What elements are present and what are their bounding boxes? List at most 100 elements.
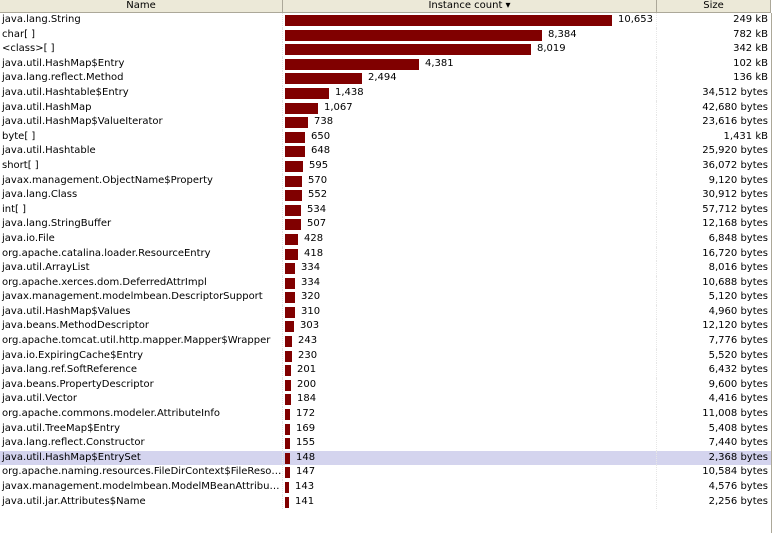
- instance-count-label: 169: [296, 422, 316, 434]
- instance-count-cell: 334: [283, 275, 657, 291]
- class-name: javax.management.ObjectName$Property: [0, 173, 283, 189]
- table-row[interactable]: org.apache.tomcat.util.http.mapper.Mappe…: [0, 334, 771, 349]
- instance-count-label: 184: [297, 393, 317, 405]
- instance-count-label: 141: [295, 495, 315, 507]
- table-row[interactable]: java.util.HashMap$Entry 4,381 102 kB: [0, 56, 771, 72]
- size-cell: 782 kB: [733, 28, 768, 40]
- column-header-size[interactable]: Size: [657, 0, 771, 12]
- table-row[interactable]: java.util.Hashtable$Entry 1,438 34,512 byt…: [0, 85, 771, 101]
- size-cell: 10,584 bytes: [702, 466, 768, 478]
- table-row[interactable]: org.apache.commons.modeler.AttributeInfo…: [0, 407, 771, 422]
- table-row[interactable]: org.apache.catalina.loader.ResourceEntry…: [0, 246, 771, 262]
- instance-count-label: 303: [300, 320, 320, 332]
- class-name: javax.management.modelmbean.ModelMBeanAt…: [0, 480, 283, 495]
- table-row[interactable]: byte[ ] 650 1,431 kB: [0, 129, 771, 145]
- column-header-instance-count[interactable]: Instance count ▾: [283, 0, 657, 12]
- instance-count-label: 320: [301, 291, 321, 303]
- table-row[interactable]: java.beans.PropertyDescriptor 200 9,600 by…: [0, 377, 771, 393]
- table-row[interactable]: <class>[ ] 8,019 342 kB: [0, 42, 771, 57]
- table-row[interactable]: javax.management.ObjectName$Property 570 9…: [0, 173, 771, 189]
- instance-count-bar: [285, 146, 305, 158]
- size-cell: 34,512 bytes: [702, 86, 768, 98]
- instance-count-cell: 507: [283, 217, 657, 232]
- column-header-name[interactable]: Name: [0, 0, 283, 12]
- size-cell: 5,120 bytes: [708, 291, 768, 303]
- instance-count-bar: [285, 379, 291, 391]
- class-name: short[ ]: [0, 158, 283, 174]
- table-row[interactable]: java.lang.reflect.Constructor 155 7,440 by…: [0, 436, 771, 451]
- table-row[interactable]: java.lang.StringBuffer 507 12,168 bytes: [0, 217, 771, 232]
- table-row[interactable]: java.io.File 428 6,848 bytes: [0, 231, 771, 247]
- table-row[interactable]: javax.management.modelmbean.DescriptorSu…: [0, 290, 771, 305]
- instance-count-cell: 738: [283, 115, 657, 130]
- table-row[interactable]: java.io.ExpiringCache$Entry 230 5,520 byte…: [0, 348, 771, 364]
- instance-count-label: 148: [296, 451, 316, 463]
- table-row[interactable]: org.apache.xerces.dom.DeferredAttrImpl 33…: [0, 275, 771, 291]
- instance-count-bar: [285, 336, 292, 348]
- table-row[interactable]: java.lang.String 10,653 249 kB: [0, 13, 771, 28]
- instance-count-bar: [285, 423, 290, 435]
- instance-count-cell: 2,494: [283, 71, 657, 86]
- table-row[interactable]: short[ ] 595 36,072 bytes: [0, 158, 771, 174]
- table-row[interactable]: org.apache.naming.resources.FileDirConte…: [0, 465, 771, 480]
- instance-count-bar: [285, 58, 419, 70]
- instance-count-bar: [285, 15, 612, 26]
- class-name: java.util.HashMap: [0, 100, 283, 116]
- table-row[interactable]: int[ ] 534 57,712 bytes: [0, 202, 771, 218]
- instance-count-cell: 648: [283, 144, 657, 159]
- instance-count-label: 334: [301, 262, 321, 274]
- instance-count-cell: 1,438: [283, 85, 657, 101]
- instance-count-bar: [285, 496, 289, 508]
- instance-count-label: 8,019: [537, 43, 566, 55]
- class-name: java.util.HashMap$ValueIterator: [0, 115, 283, 130]
- table-row[interactable]: java.lang.ref.SoftReference 201 6,432 byte…: [0, 363, 771, 378]
- instance-count-cell: 650: [283, 129, 657, 145]
- instance-count-bar: [285, 409, 290, 421]
- table-row[interactable]: java.util.HashMap$Values 310 4,960 bytes: [0, 304, 771, 320]
- instance-count-bar: [285, 482, 289, 493]
- instance-count-label: 230: [298, 349, 318, 361]
- class-name: java.io.File: [0, 231, 283, 247]
- instance-count-cell: 201: [283, 363, 657, 378]
- instance-count-bar: [285, 175, 302, 187]
- instance-count-bar: [285, 160, 303, 172]
- size-cell: 9,120 bytes: [708, 174, 768, 186]
- class-name: java.io.ExpiringCache$Entry: [0, 348, 283, 364]
- class-name: java.util.Hashtable$Entry: [0, 85, 283, 101]
- instance-count-cell: 4,381: [283, 56, 657, 72]
- table-row[interactable]: java.util.TreeMap$Entry 169 5,408 bytes: [0, 421, 771, 437]
- table-row[interactable]: java.lang.Class 552 30,912 bytes: [0, 188, 771, 203]
- table-row[interactable]: java.util.ArrayList 334 8,016 bytes: [0, 261, 771, 276]
- instance-count-cell: 147: [283, 465, 657, 480]
- class-name: javax.management.modelmbean.DescriptorSu…: [0, 290, 283, 305]
- instance-count-bar: [285, 73, 362, 85]
- class-name: java.util.Vector: [0, 392, 283, 408]
- table-row[interactable]: java.util.HashMap$EntrySet 148 2,368 bytes: [0, 450, 771, 466]
- class-name: java.lang.reflect.Method: [0, 71, 283, 86]
- size-cell: 6,848 bytes: [708, 232, 768, 244]
- class-name: java.lang.ref.SoftReference: [0, 363, 283, 378]
- instance-count-label: 428: [304, 232, 324, 244]
- instance-count-label: 648: [311, 145, 331, 157]
- instance-count-bar: [285, 190, 302, 202]
- class-name: org.apache.catalina.loader.ResourceEntry: [0, 246, 283, 262]
- table-row[interactable]: java.util.jar.Attributes$Name 141 2,256 by…: [0, 494, 771, 510]
- table-row[interactable]: java.util.HashMap 1,067 42,680 bytes: [0, 100, 771, 116]
- table-row[interactable]: char[ ] 8,384 782 kB: [0, 27, 771, 43]
- table-row[interactable]: java.util.HashMap$ValueIterator 738 23,616…: [0, 115, 771, 130]
- size-cell: 342 kB: [733, 43, 768, 55]
- table-row[interactable]: java.util.Vector 184 4,416 bytes: [0, 392, 771, 408]
- table-row[interactable]: java.util.Hashtable 648 25,920 bytes: [0, 144, 771, 159]
- size-cell: 57,712 bytes: [702, 203, 768, 215]
- class-name: java.util.HashMap$EntrySet: [0, 450, 283, 466]
- instance-count-bar: [285, 394, 291, 406]
- table-row[interactable]: java.beans.MethodDescriptor 303 12,120 byt…: [0, 319, 771, 335]
- instance-count-bar: [285, 117, 308, 129]
- table-row[interactable]: javax.management.modelmbean.ModelMBeanAt…: [0, 480, 771, 495]
- table-row[interactable]: java.lang.reflect.Method 2,494 136 kB: [0, 71, 771, 86]
- size-cell: 16,720 bytes: [702, 247, 768, 259]
- instance-count-bar: [285, 321, 294, 333]
- size-cell: 10,688 bytes: [702, 276, 768, 288]
- class-name: org.apache.tomcat.util.http.mapper.Mappe…: [0, 334, 283, 349]
- instance-count-label: 10,653: [618, 14, 653, 25]
